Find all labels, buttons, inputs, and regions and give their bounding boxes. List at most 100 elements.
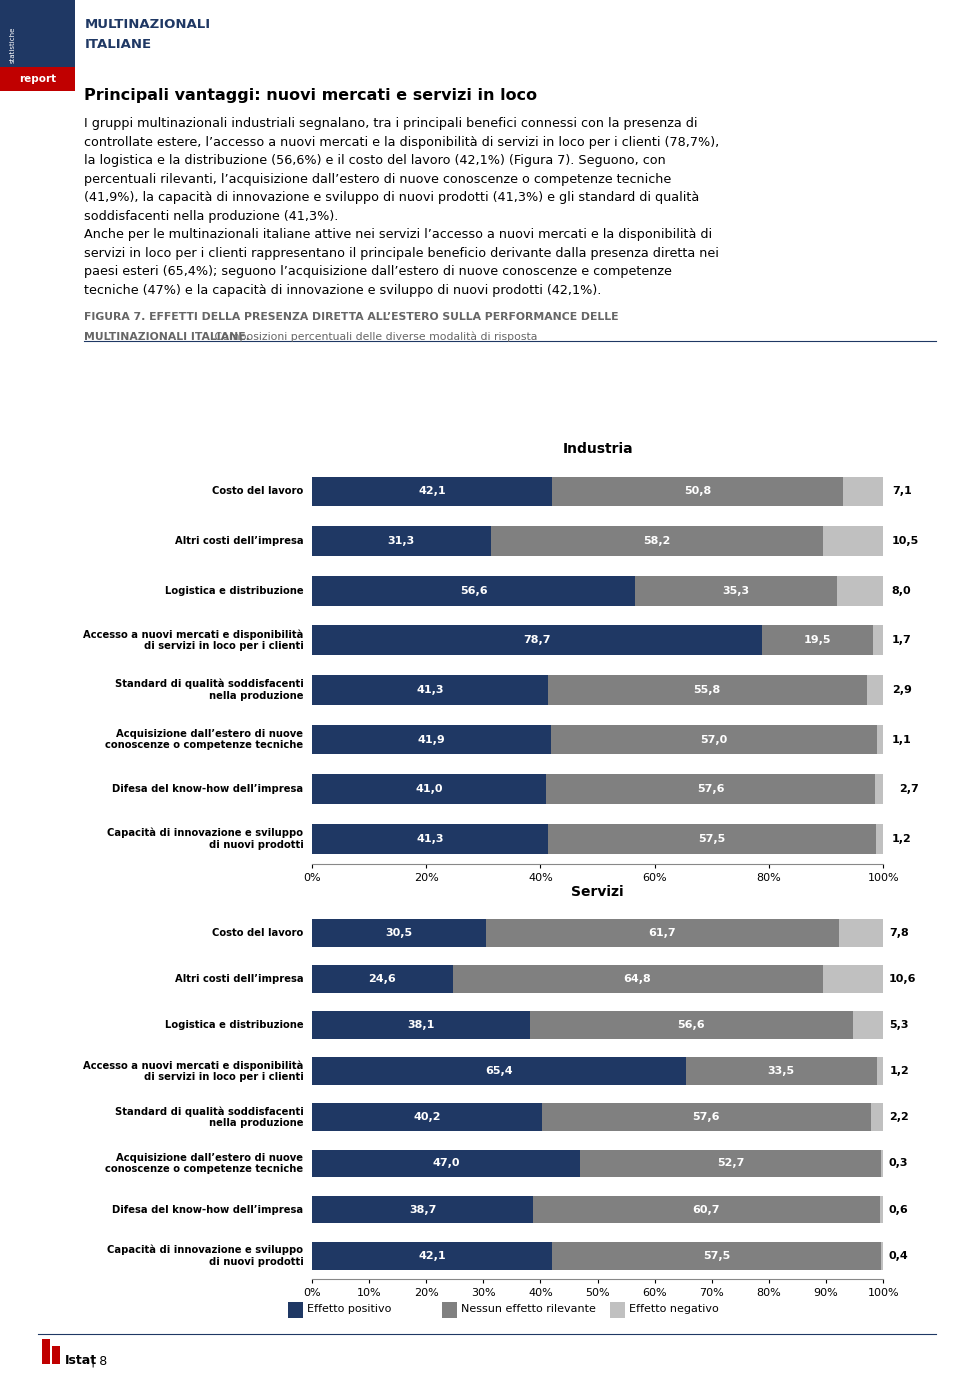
Text: Anche per le multinazionali italiane attive nei servizi l’accesso a nuovi mercat: Anche per le multinazionali italiane att…: [84, 228, 719, 297]
Bar: [312, 676, 548, 705]
Text: Difesa del know-how dell’impresa: Difesa del know-how dell’impresa: [112, 784, 303, 794]
Bar: [843, 476, 883, 506]
Text: I gruppi multinazionali industriali segnalano, tra i principali benefici conness: I gruppi multinazionali industriali segn…: [84, 117, 720, 223]
Text: Istat: Istat: [65, 1354, 97, 1368]
Text: 38,1: 38,1: [407, 1020, 435, 1029]
Bar: [873, 625, 882, 655]
Bar: [548, 676, 867, 705]
Bar: [312, 1243, 552, 1269]
Bar: [867, 676, 883, 705]
Text: 0,6: 0,6: [889, 1205, 909, 1215]
Bar: [636, 575, 837, 606]
Text: Composizioni percentuali delle diverse modalità di risposta: Composizioni percentuali delle diverse m…: [211, 332, 538, 343]
Bar: [823, 965, 883, 993]
Text: 2,7: 2,7: [900, 784, 919, 794]
Text: 0,3: 0,3: [889, 1159, 908, 1169]
Bar: [839, 919, 883, 947]
Text: 35,3: 35,3: [723, 585, 750, 596]
Text: 60,7: 60,7: [693, 1205, 720, 1215]
Text: Altri costi dell’impresa: Altri costi dell’impresa: [175, 536, 303, 546]
Bar: [312, 1195, 533, 1223]
Text: 58,2: 58,2: [643, 536, 671, 546]
Bar: [312, 724, 551, 755]
Text: 1,1: 1,1: [892, 734, 911, 745]
Text: 5,3: 5,3: [889, 1020, 908, 1029]
Bar: [548, 823, 876, 854]
Text: 57,6: 57,6: [692, 1112, 720, 1123]
Text: 78,7: 78,7: [523, 635, 550, 645]
Bar: [852, 1011, 883, 1039]
Bar: [876, 775, 891, 804]
Text: 1,2: 1,2: [892, 834, 911, 844]
Text: 31,3: 31,3: [388, 536, 415, 546]
Bar: [312, 575, 636, 606]
Text: 2,2: 2,2: [889, 1112, 909, 1123]
Bar: [881, 1149, 883, 1177]
Text: report: report: [19, 74, 56, 84]
Text: 41,3: 41,3: [417, 834, 444, 844]
Bar: [312, 1149, 581, 1177]
Bar: [824, 527, 883, 556]
Bar: [546, 775, 876, 804]
Text: statistiche: statistiche: [10, 26, 15, 63]
Bar: [312, 527, 491, 556]
Bar: [552, 476, 843, 506]
Text: 19,5: 19,5: [804, 635, 831, 645]
Bar: [876, 724, 883, 755]
Text: MULTINAZIONALI ITALIANE.: MULTINAZIONALI ITALIANE.: [84, 332, 251, 341]
Text: Acquisizione dall’estero di nuove
conoscenze o competenze tecniche: Acquisizione dall’estero di nuove conosc…: [106, 1152, 303, 1174]
Text: 52,7: 52,7: [717, 1159, 745, 1169]
Text: 1,2: 1,2: [890, 1066, 909, 1077]
Text: Standard di qualità soddisfacenti
nella produzione: Standard di qualità soddisfacenti nella …: [114, 678, 303, 701]
Text: 2,9: 2,9: [892, 685, 912, 695]
Text: Accesso a nuovi mercati e disponibilità
di servizi in loco per i clienti: Accesso a nuovi mercati e disponibilità …: [84, 1060, 303, 1082]
Text: 24,6: 24,6: [369, 974, 396, 983]
Bar: [452, 965, 823, 993]
Bar: [879, 1195, 883, 1223]
Bar: [312, 1057, 685, 1085]
Bar: [312, 823, 548, 854]
Bar: [312, 1103, 541, 1131]
Text: 0,4: 0,4: [889, 1251, 909, 1261]
Bar: [837, 575, 882, 606]
Bar: [871, 1103, 883, 1131]
Text: Effetto positivo: Effetto positivo: [307, 1304, 392, 1315]
Text: Principali vantaggi: nuovi mercati e servizi in loco: Principali vantaggi: nuovi mercati e ser…: [84, 88, 538, 103]
Title: Industria: Industria: [563, 442, 633, 456]
Text: 65,4: 65,4: [485, 1066, 513, 1077]
Bar: [312, 919, 486, 947]
Text: 41,0: 41,0: [416, 784, 443, 794]
Bar: [685, 1057, 876, 1085]
Text: 47,0: 47,0: [433, 1159, 460, 1169]
Text: Difesa del know-how dell’impresa: Difesa del know-how dell’impresa: [112, 1205, 303, 1215]
Text: Nessun effetto rilevante: Nessun effetto rilevante: [461, 1304, 595, 1315]
Text: 33,5: 33,5: [768, 1066, 795, 1077]
Text: 64,8: 64,8: [624, 974, 652, 983]
Text: Acquisizione dall’estero di nuove
conoscenze o competenze tecniche: Acquisizione dall’estero di nuove conosc…: [106, 729, 303, 751]
Text: ITALIANE: ITALIANE: [84, 38, 152, 50]
Text: Costo del lavoro: Costo del lavoro: [212, 928, 303, 937]
Text: 61,7: 61,7: [649, 928, 676, 937]
Text: 56,6: 56,6: [460, 585, 488, 596]
Text: 8,0: 8,0: [891, 585, 911, 596]
Text: 30,5: 30,5: [386, 928, 413, 937]
Title: Servizi: Servizi: [571, 885, 624, 898]
Text: Altri costi dell’impresa: Altri costi dell’impresa: [175, 974, 303, 983]
Text: FIGURA 7. EFFETTI DELLA PRESENZA DIRETTA ALL’ESTERO SULLA PERFORMANCE DELLE: FIGURA 7. EFFETTI DELLA PRESENZA DIRETTA…: [84, 312, 619, 322]
Text: 10,6: 10,6: [889, 974, 917, 983]
Text: 57,0: 57,0: [701, 734, 728, 745]
Text: 41,3: 41,3: [417, 685, 444, 695]
Bar: [541, 1103, 871, 1131]
Bar: [581, 1149, 881, 1177]
Text: MULTINAZIONALI: MULTINAZIONALI: [84, 18, 210, 31]
Text: Capacità di innovazione e sviluppo
di nuovi prodotti: Capacità di innovazione e sviluppo di nu…: [108, 827, 303, 850]
Bar: [312, 965, 452, 993]
Text: 57,5: 57,5: [703, 1251, 731, 1261]
Text: Capacità di innovazione e sviluppo
di nuovi prodotti: Capacità di innovazione e sviluppo di nu…: [108, 1245, 303, 1266]
Bar: [551, 724, 876, 755]
Text: 42,1: 42,1: [419, 486, 446, 496]
Text: | 8: | 8: [91, 1354, 108, 1368]
Bar: [486, 919, 839, 947]
Text: 56,6: 56,6: [678, 1020, 705, 1029]
Text: 1,7: 1,7: [891, 635, 911, 645]
